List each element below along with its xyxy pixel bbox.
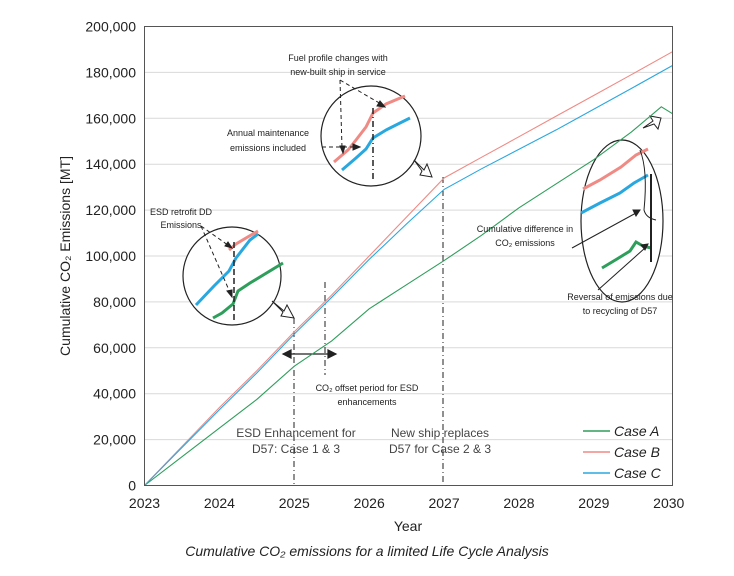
- x-tick-label: 2029: [578, 495, 609, 511]
- legend-label-case-a: Case A: [614, 423, 659, 439]
- cumulative-difference-label-line1: Cumulative difference in: [477, 224, 573, 234]
- offset-period-arrow: [281, 349, 338, 359]
- y-tick-label: 100,000: [85, 248, 136, 264]
- chart-area: 0 20,000 40,000 60,000 80,000 100,000 120,000 1…: [57, 19, 685, 535]
- annotation-arrows: [200, 79, 649, 299]
- legend: Case A Case B Case C: [583, 423, 662, 481]
- figure-caption: Cumulative CO₂ emissions for a limited L…: [185, 543, 549, 559]
- x-tick-labels: 2023 2024 2025 2026 2027 2028 2029 2030: [129, 495, 685, 511]
- legend-label-case-c: Case C: [614, 465, 662, 481]
- esd-retrofit-label-line2: Emissions: [160, 220, 202, 230]
- reversal-label-line2: to recycling of D57: [583, 306, 658, 316]
- esd-enhancement-label-line1: ESD Enhancement for: [236, 426, 355, 440]
- y-tick-label: 20,000: [93, 432, 136, 448]
- new-ship-label-line1: New ship replaces: [391, 426, 489, 440]
- x-tick-label: 2028: [503, 495, 534, 511]
- y-tick-label: 140,000: [85, 156, 136, 172]
- annotation-guides: [293, 177, 444, 485]
- x-tick-label: 2026: [354, 495, 385, 511]
- zoom-circle-2026: [320, 85, 422, 187]
- y-tick-label: 80,000: [93, 294, 136, 310]
- series-lines: [144, 51, 673, 486]
- y-tick-label: 60,000: [93, 340, 136, 356]
- x-tick-label: 2025: [279, 495, 310, 511]
- co2-offset-label-line1: CO₂ offset period for ESD: [316, 383, 419, 393]
- esd-enhancement-label-line2: D57: Case 1 & 3: [252, 442, 340, 456]
- fuel-profile-label-line1: Fuel profile changes with: [288, 53, 388, 63]
- plot-frame: [144, 26, 673, 486]
- x-axis-title: Year: [394, 518, 423, 534]
- series-line-case-c: [144, 65, 673, 486]
- x-tick-label: 2030: [653, 495, 684, 511]
- annual-maintenance-label-line2: emissions included: [230, 143, 306, 153]
- fuel-profile-label-line2: new-built ship in service: [290, 67, 386, 77]
- y-tick-label: 40,000: [93, 386, 136, 402]
- esd-retrofit-label-line1: ESD retrofit DD: [150, 207, 213, 217]
- y-tick-label: 180,000: [85, 64, 136, 80]
- cumulative-difference-label-line2: CO₂ emissions: [495, 238, 555, 248]
- x-tick-label: 2024: [204, 495, 235, 511]
- new-ship-label-line2: D57 for Case 2 & 3: [389, 442, 491, 456]
- y-tick-label: 160,000: [85, 110, 136, 126]
- y-tick-label: 120,000: [85, 202, 136, 218]
- zoom-pointer-arrows: [271, 115, 662, 319]
- reversal-label-line1: Reversal of emissions due: [567, 292, 673, 302]
- zoom-circle-2024: [182, 226, 284, 326]
- y-axis-title: Cumulative CO₂ Emissions [MT]: [57, 156, 73, 356]
- annual-maintenance-label-line1: Annual maintenance: [227, 128, 309, 138]
- x-tick-label: 2023: [129, 495, 160, 511]
- legend-label-case-b: Case B: [614, 444, 660, 460]
- series-line-case-b: [144, 51, 673, 486]
- y-tick-label: 0: [128, 478, 136, 494]
- co2-offset-label-line2: enhancements: [337, 397, 397, 407]
- x-tick-label: 2027: [428, 495, 459, 511]
- y-tick-label: 200,000: [85, 19, 136, 35]
- y-tick-labels: 0 20,000 40,000 60,000 80,000 100,000 120,000 1…: [85, 19, 136, 494]
- series-line-case-a: [144, 106, 673, 486]
